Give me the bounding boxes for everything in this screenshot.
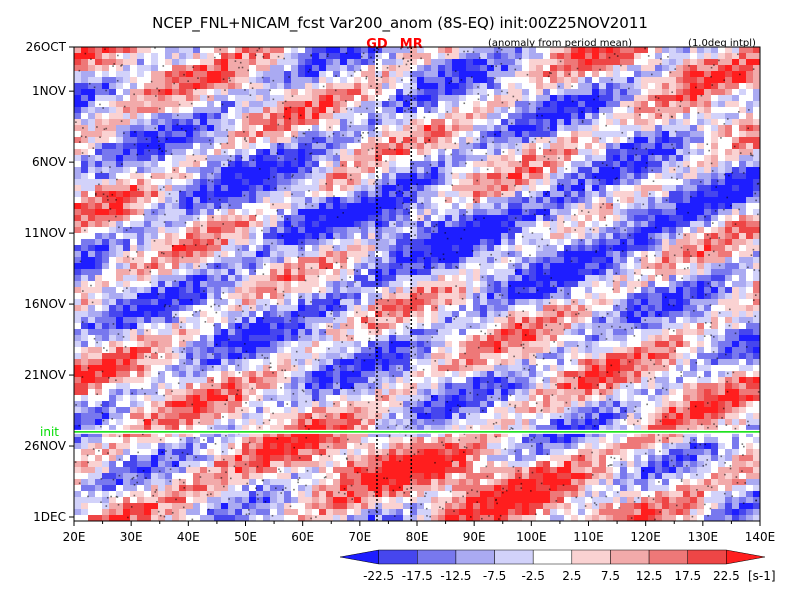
marker-label-mr: MR (400, 37, 423, 52)
colorbar-unit: [s-1] (748, 569, 776, 583)
x-axis: 20E 30E 40E 50E 60E 70E 80E 90E 100E 110E 120E 130E… (63, 521, 776, 544)
colorbar-segment (571, 549, 611, 565)
colorbar-label: 22.5 (713, 569, 740, 583)
y-tick-label: 16NOV (24, 297, 66, 311)
colorbar-segment (726, 549, 766, 565)
colorbar-label: -2.5 (521, 569, 544, 583)
init-label: init (40, 425, 59, 439)
colorbar-label: -17.5 (402, 569, 433, 583)
chart-subtitle: (anomaly from period mean) (488, 38, 632, 49)
colorbar-segment (455, 549, 495, 565)
x-tick-label: 20E (63, 530, 86, 544)
x-tick-label: 110E (573, 530, 604, 544)
y-tick-label: 1NOV (32, 84, 67, 98)
x-tick-label: 50E (234, 530, 257, 544)
colorbar: -22.5 -17.5 -12.5 -7.5 -2.5 2.5 7.5 12.5 17.5 22.… (339, 549, 776, 583)
colorbar-segment (610, 549, 650, 565)
x-tick-label: 60E (291, 530, 314, 544)
colorbar-segment (494, 549, 534, 565)
colorbar-segment (378, 549, 418, 565)
y-tick-label: 26OCT (26, 40, 67, 54)
y-tick-label: 26NOV (24, 439, 66, 453)
colorbar-label: 7.5 (601, 569, 620, 583)
x-tick-label: 90E (463, 530, 486, 544)
colorbar-label: 17.5 (674, 569, 701, 583)
y-tick-label: 1DEC (33, 510, 66, 524)
colorbar-segment (648, 549, 688, 565)
colorbar-label: 2.5 (562, 569, 581, 583)
x-tick-label: 120E (630, 530, 661, 544)
colorbar-label: 12.5 (636, 569, 663, 583)
y-tick-label: 21NOV (24, 368, 66, 382)
colorbar-label: -22.5 (363, 569, 394, 583)
x-tick-label: 80E (406, 530, 429, 544)
colorbar-label: -12.5 (440, 569, 471, 583)
x-tick-label: 100E (516, 530, 547, 544)
x-tick-label: 70E (348, 530, 371, 544)
x-tick-label: 30E (120, 530, 143, 544)
marker-label-gd: GD (366, 37, 388, 52)
colorbar-label: -7.5 (483, 569, 506, 583)
y-axis: 26OCT 1NOV 6NOV 11NOV 16NOV 21NOV 26NOV 1DEC (24, 40, 74, 524)
anomaly-field (74, 47, 760, 521)
longitude-markers: GD MR (366, 37, 423, 521)
init-line-group: init (40, 425, 760, 439)
colorbar-segment (532, 549, 573, 565)
colorbar-segment (687, 549, 727, 565)
x-tick-label: 130E (688, 530, 719, 544)
y-tick-label: 6NOV (32, 155, 67, 169)
chart-title: NCEP_FNL+NICAM_fcst Var200_anom (8S-EQ) … (152, 14, 648, 33)
x-tick-label: 40E (177, 530, 200, 544)
y-tick-label: 11NOV (24, 226, 66, 240)
x-tick-label: 140E (745, 530, 776, 544)
colorbar-segment (417, 549, 457, 565)
interp-note: (1.0deg intpl) (688, 38, 756, 49)
colorbar-segment (339, 549, 379, 565)
